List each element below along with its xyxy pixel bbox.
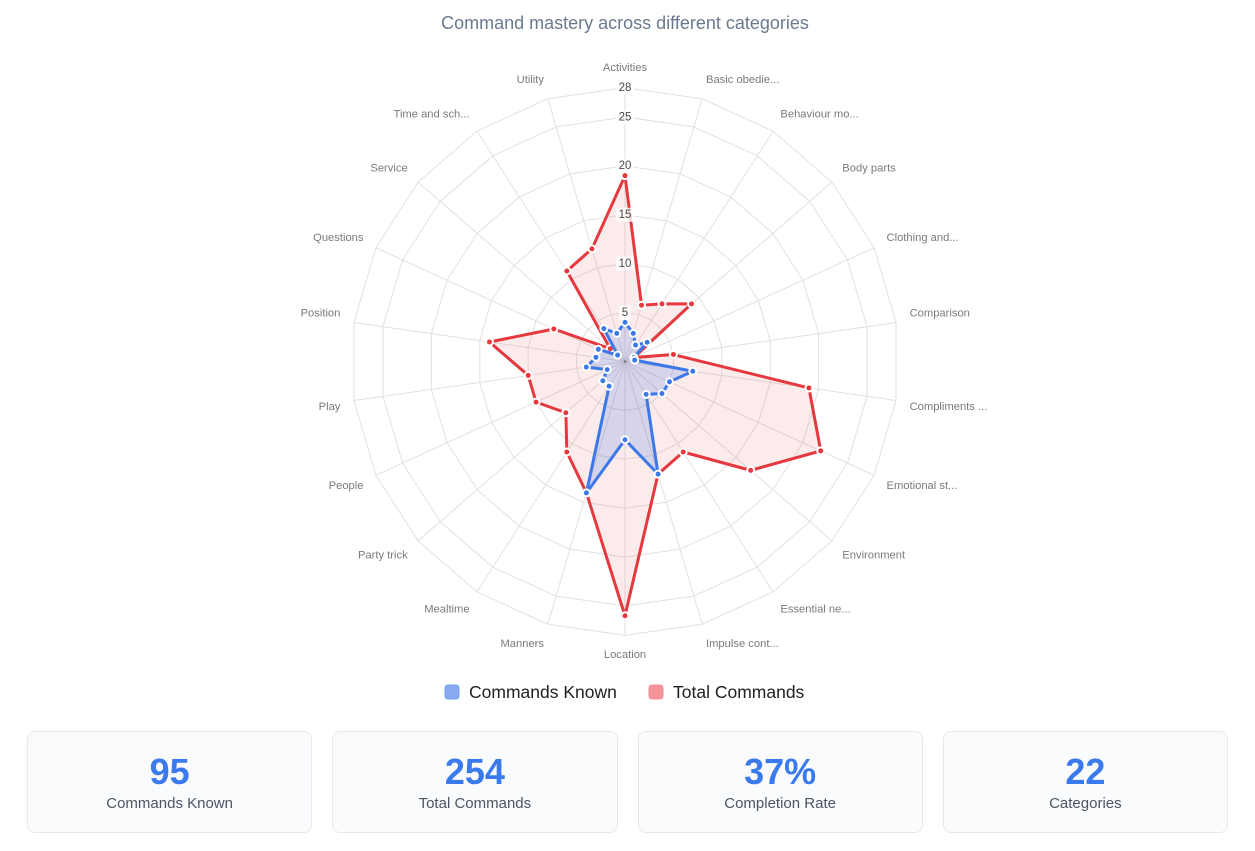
svg-text:Essential ne...: Essential ne...: [780, 604, 850, 616]
svg-text:Questions: Questions: [313, 232, 364, 244]
svg-text:Utility: Utility: [517, 74, 545, 86]
svg-text:Commands Known: Commands Known: [469, 682, 617, 702]
svg-text:Location: Location: [604, 649, 646, 661]
svg-text:5: 5: [622, 307, 628, 319]
svg-text:Mealtime: Mealtime: [424, 604, 469, 616]
svg-text:Command mastery across differe: Command mastery across different categor…: [441, 13, 809, 33]
svg-text:Clothing and...: Clothing and...: [887, 232, 959, 244]
svg-text:Manners: Manners: [500, 638, 544, 650]
svg-text:15: 15: [619, 209, 632, 221]
svg-text:Total Commands: Total Commands: [673, 682, 805, 702]
svg-text:28: 28: [619, 82, 632, 94]
svg-text:Emotional st...: Emotional st...: [887, 480, 958, 492]
svg-text:Body parts: Body parts: [842, 163, 896, 175]
svg-text:Impulse cont...: Impulse cont...: [706, 638, 779, 650]
svg-text:Environment: Environment: [842, 549, 906, 561]
svg-text:Behaviour mo...: Behaviour mo...: [780, 109, 858, 121]
svg-text:Play: Play: [319, 401, 341, 413]
svg-text:Position: Position: [301, 308, 341, 320]
svg-text:Comparison: Comparison: [910, 308, 970, 320]
svg-text:Service: Service: [370, 163, 407, 175]
svg-text:Party trick: Party trick: [358, 549, 408, 561]
svg-text:20: 20: [619, 160, 632, 172]
svg-text:Compliments ...: Compliments ...: [910, 401, 988, 413]
svg-text:Basic obedie...: Basic obedie...: [706, 74, 779, 86]
svg-text:Time and sch...: Time and sch...: [394, 109, 470, 121]
svg-text:25: 25: [619, 111, 632, 123]
svg-text:People: People: [329, 480, 364, 492]
svg-text:10: 10: [619, 258, 632, 270]
svg-text:Activities: Activities: [603, 62, 648, 74]
